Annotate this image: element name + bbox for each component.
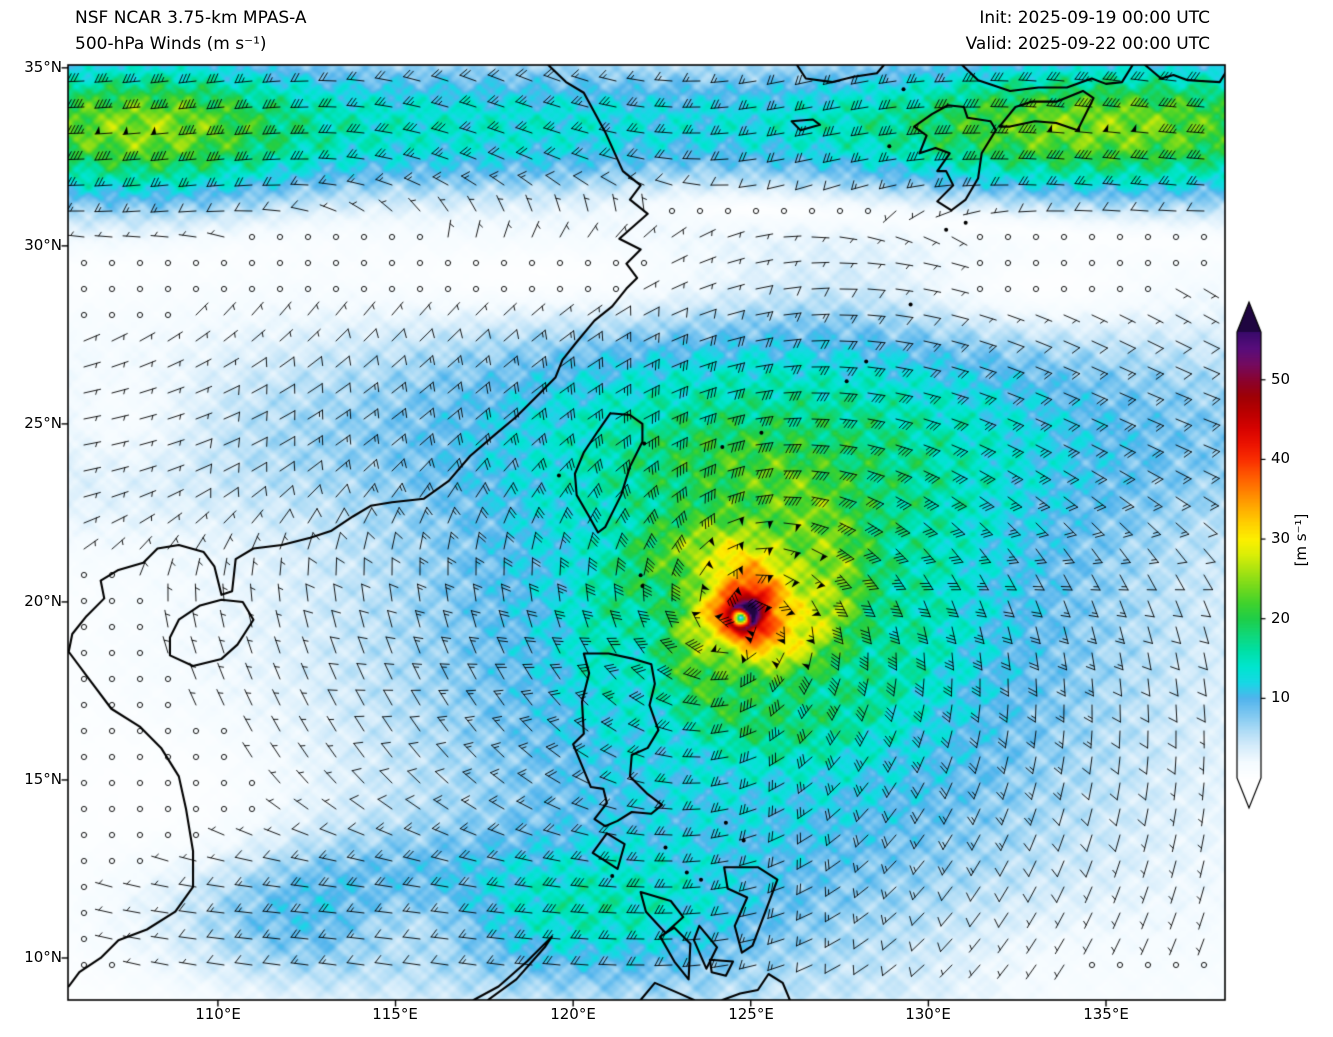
colorbar-tick-30: 30	[1271, 529, 1291, 547]
lon-tick-label-115e: 115°E	[372, 1005, 418, 1023]
lon-tick-label-135e: 135°E	[1083, 1005, 1129, 1023]
figure-title-line1: NSF NCAR 3.75-km MPAS-A	[75, 8, 307, 28]
lon-tick-label-130e: 130°E	[905, 1005, 951, 1023]
lat-tick-label-15n: 15°N	[24, 770, 62, 788]
colorbar-tick-40: 40	[1271, 449, 1291, 467]
lon-tick-label-110e: 110°E	[195, 1005, 241, 1023]
init-time-label: Init: 2025-09-19 00:00 UTC	[979, 8, 1210, 28]
lat-tick-label-30n: 30°N	[24, 236, 62, 254]
colorbar-tick-10: 10	[1271, 688, 1291, 706]
lat-tick-label-35n: 35°N	[24, 58, 62, 76]
lat-tick-label-25n: 25°N	[24, 414, 62, 432]
valid-time-label: Valid: 2025-09-22 00:00 UTC	[965, 34, 1210, 54]
lat-tick-label-20n: 20°N	[24, 592, 62, 610]
colorbar-label: [m s⁻¹]	[1292, 513, 1310, 567]
colorbar-tick-20: 20	[1271, 609, 1291, 627]
figure-title-line2: 500-hPa Winds (m s⁻¹)	[75, 34, 267, 54]
lon-tick-label-120e: 120°E	[550, 1005, 596, 1023]
colorbar-tick-50: 50	[1271, 370, 1291, 388]
lon-tick-label-125e: 125°E	[728, 1005, 774, 1023]
lat-tick-label-10n: 10°N	[24, 948, 62, 966]
